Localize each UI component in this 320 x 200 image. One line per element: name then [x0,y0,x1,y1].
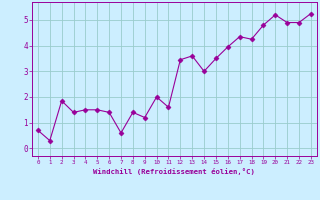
X-axis label: Windchill (Refroidissement éolien,°C): Windchill (Refroidissement éolien,°C) [93,168,255,175]
